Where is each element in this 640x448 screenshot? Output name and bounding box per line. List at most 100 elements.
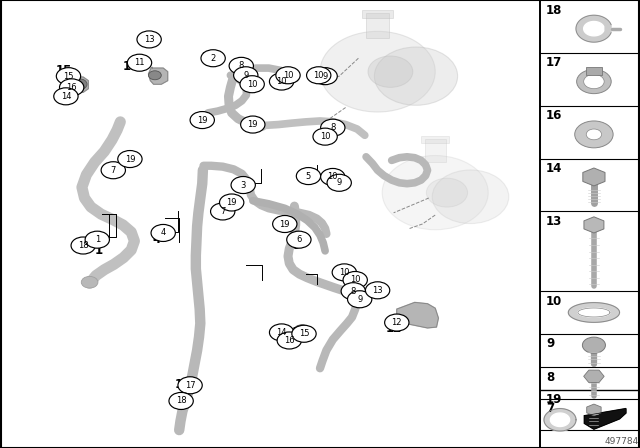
Text: 5: 5 (298, 172, 306, 185)
Text: 11: 11 (123, 60, 140, 73)
Circle shape (577, 69, 611, 94)
Circle shape (229, 57, 253, 74)
Polygon shape (148, 67, 168, 84)
Circle shape (234, 67, 258, 84)
Text: 14: 14 (276, 328, 287, 337)
Circle shape (321, 168, 345, 185)
Text: 3: 3 (241, 181, 246, 190)
Polygon shape (72, 77, 88, 92)
Polygon shape (397, 302, 438, 328)
Text: 14: 14 (61, 92, 71, 101)
Text: 6: 6 (292, 239, 300, 252)
Text: 17: 17 (546, 56, 562, 69)
Circle shape (368, 56, 413, 87)
Circle shape (348, 291, 372, 308)
Bar (421, 136, 449, 143)
Circle shape (211, 203, 235, 220)
Circle shape (365, 282, 390, 299)
Text: 10: 10 (339, 268, 349, 277)
Circle shape (313, 128, 337, 145)
Text: 10: 10 (276, 77, 287, 86)
Polygon shape (584, 22, 604, 36)
Text: 2: 2 (211, 54, 216, 63)
Text: 10: 10 (328, 172, 338, 181)
Text: 16: 16 (67, 83, 77, 92)
Bar (540, 0, 640, 448)
Text: 9: 9 (337, 178, 342, 187)
Text: 497784: 497784 (604, 437, 639, 446)
Circle shape (71, 237, 95, 254)
Circle shape (240, 76, 264, 93)
Circle shape (220, 194, 244, 211)
Text: 8: 8 (351, 287, 356, 296)
Text: 15: 15 (291, 326, 308, 340)
Text: 19: 19 (546, 393, 563, 406)
Circle shape (127, 54, 152, 71)
Circle shape (296, 168, 321, 185)
Polygon shape (584, 409, 626, 429)
Text: 2: 2 (201, 51, 209, 64)
Text: 5: 5 (306, 172, 311, 181)
Circle shape (276, 67, 300, 84)
Circle shape (582, 337, 605, 353)
Circle shape (60, 79, 84, 96)
Text: 9: 9 (546, 337, 554, 350)
Text: 6: 6 (296, 235, 301, 244)
Text: 4: 4 (153, 233, 161, 246)
Text: 11: 11 (134, 58, 145, 67)
Text: 4: 4 (161, 228, 166, 237)
Text: 13: 13 (546, 215, 562, 228)
Circle shape (137, 31, 161, 48)
Text: 12: 12 (385, 322, 402, 335)
Circle shape (277, 332, 301, 349)
Text: 12: 12 (392, 318, 402, 327)
Circle shape (201, 50, 225, 67)
Bar (586, 67, 602, 75)
Circle shape (231, 177, 255, 194)
Polygon shape (576, 15, 611, 42)
Text: 9: 9 (243, 71, 248, 80)
Text: 1: 1 (95, 244, 103, 258)
Text: 7: 7 (111, 166, 116, 175)
Circle shape (343, 271, 367, 289)
Text: 3: 3 (238, 184, 246, 197)
Bar (424, 139, 446, 162)
Polygon shape (544, 409, 576, 431)
Text: 8: 8 (546, 371, 554, 384)
Circle shape (81, 276, 98, 288)
Circle shape (241, 116, 265, 133)
Circle shape (54, 88, 78, 105)
Circle shape (320, 31, 435, 112)
Text: 15: 15 (63, 72, 74, 81)
Text: 14: 14 (546, 162, 563, 175)
Text: 10: 10 (247, 80, 257, 89)
Circle shape (169, 392, 193, 409)
Text: 13: 13 (144, 35, 154, 44)
Text: 19: 19 (197, 116, 207, 125)
Text: 1: 1 (95, 235, 100, 244)
Circle shape (287, 231, 311, 248)
Text: 9: 9 (323, 72, 328, 81)
Circle shape (151, 224, 175, 241)
Circle shape (101, 162, 125, 179)
Text: 15: 15 (299, 329, 309, 338)
Text: 16: 16 (284, 336, 294, 345)
Text: 19: 19 (280, 220, 290, 228)
Circle shape (76, 82, 83, 86)
Text: 10: 10 (314, 71, 324, 80)
Text: 7: 7 (546, 402, 554, 415)
Text: 19: 19 (227, 198, 237, 207)
Circle shape (307, 67, 331, 84)
Text: 16: 16 (546, 109, 563, 122)
Text: 19: 19 (125, 155, 135, 164)
Circle shape (327, 174, 351, 191)
Circle shape (586, 129, 602, 140)
Circle shape (85, 231, 109, 248)
Text: 18: 18 (176, 396, 186, 405)
Circle shape (56, 68, 81, 85)
Circle shape (426, 178, 468, 207)
Text: 15: 15 (56, 64, 72, 78)
Text: 8: 8 (239, 61, 244, 70)
Circle shape (382, 155, 488, 230)
Circle shape (178, 377, 202, 394)
